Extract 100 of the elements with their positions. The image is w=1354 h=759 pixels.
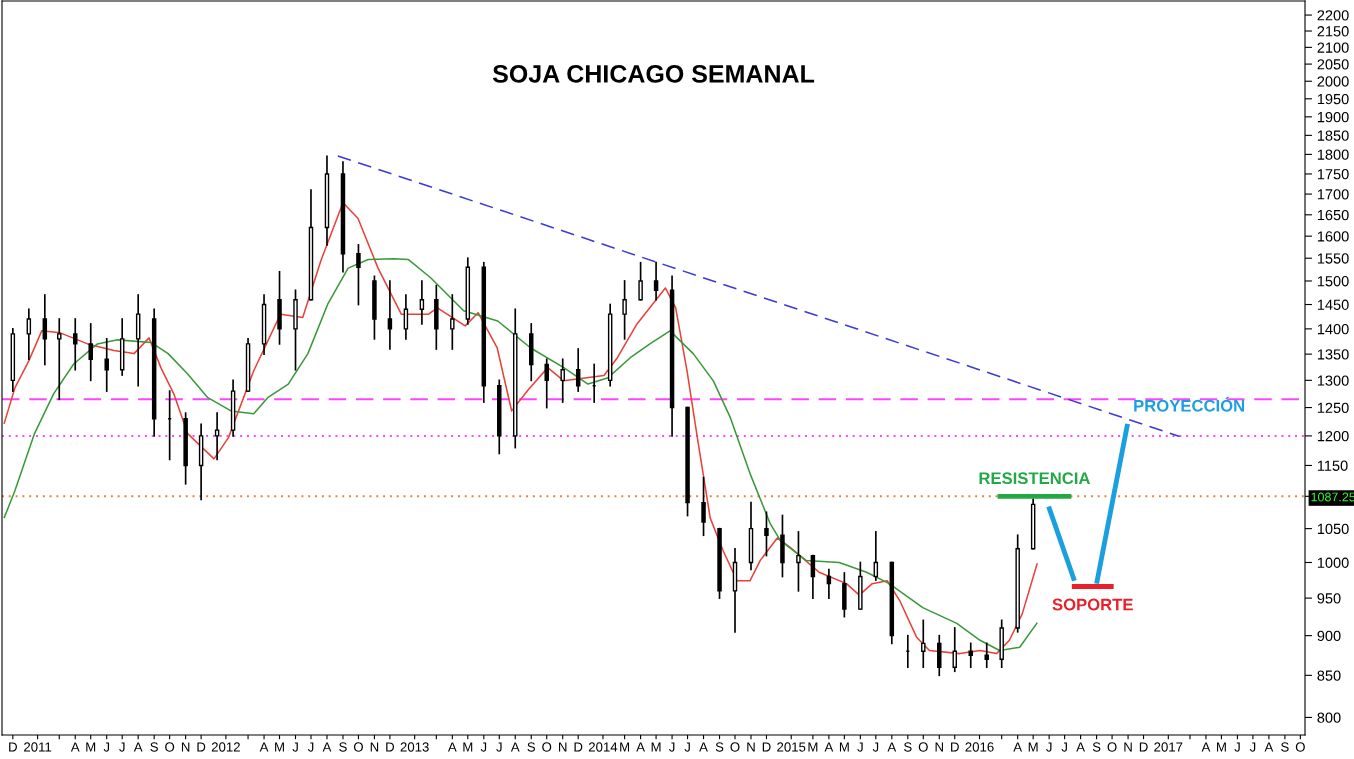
- x-tick-label: J: [1046, 742, 1052, 752]
- x-tick-label: N: [747, 742, 755, 752]
- y-tick-label: 1150: [1317, 460, 1348, 471]
- x-tick-label: O: [353, 742, 363, 752]
- x-tick-label: J: [1061, 742, 1067, 752]
- candlestick: [873, 531, 879, 581]
- x-tick-label: D: [386, 742, 395, 752]
- text: SOJA CHICAGO SEMANAL: [492, 65, 815, 83]
- x-tick-label: M: [86, 742, 96, 752]
- x-tick-label: D: [951, 742, 959, 752]
- x-tick-label: D: [197, 742, 206, 752]
- candlestick: [104, 338, 109, 392]
- x-tick-label: J: [668, 742, 675, 752]
- x-tick-label: A: [1264, 742, 1274, 752]
- candlestick: [638, 261, 643, 301]
- candlestick: [42, 294, 48, 366]
- x-tick-label: M: [1028, 742, 1038, 752]
- x-tick-label: M: [651, 742, 661, 752]
- y-tick-label: 1550: [1317, 253, 1349, 264]
- x-tick-label: M: [275, 742, 284, 752]
- y-tick-label: 1800: [1317, 149, 1349, 160]
- x-tick-label: J: [684, 742, 690, 752]
- y-tick-label: 2200: [1317, 10, 1349, 21]
- candlestick: [560, 358, 565, 403]
- x-tick-label: A: [70, 742, 80, 752]
- y-tick-label: 1300: [1317, 375, 1349, 386]
- candlestick: [968, 642, 973, 669]
- y-tick-label: 1850: [1317, 130, 1349, 141]
- x-tick-label: O: [165, 742, 175, 752]
- x-tick-label: M: [839, 742, 849, 752]
- x-tick-label: D: [574, 742, 583, 752]
- x-tick-label: S: [715, 742, 724, 752]
- candlestick: [387, 280, 393, 350]
- x-tick-label: M: [1217, 742, 1226, 752]
- x-tick-label: D: [762, 742, 771, 752]
- x-tick-label: J: [496, 742, 502, 752]
- x-tick-label: J: [119, 742, 125, 752]
- x-tick-label: D: [1139, 742, 1148, 752]
- x-tick-label: A: [699, 742, 708, 752]
- x-tick-label: O: [918, 742, 928, 752]
- y-tick-label: 1600: [1317, 231, 1349, 242]
- x-tick-label: J: [480, 742, 487, 752]
- y-tick-label: 1700: [1317, 189, 1349, 200]
- x-tick-label: J: [307, 742, 314, 752]
- x-tick-label: 2016: [965, 742, 994, 752]
- candlestick: [403, 294, 409, 340]
- x-tick-label: 2015: [777, 742, 806, 752]
- x-tick-label: A: [1013, 742, 1023, 752]
- y-tick-label: 1450: [1317, 299, 1349, 310]
- x-tick-label: J: [857, 742, 863, 752]
- y-tick-label: 2150: [1317, 26, 1349, 37]
- x-tick-label: M: [620, 742, 630, 752]
- x-tick-label: A: [636, 742, 645, 752]
- x-tick-label: A: [259, 742, 269, 752]
- series-label: PROYECCIÓN: [1134, 396, 1245, 412]
- x-tick-label: J: [1249, 742, 1256, 752]
- y-tick-label: 1250: [1317, 402, 1349, 413]
- x-tick-label: S: [527, 742, 536, 752]
- x-tick-label: A: [1201, 742, 1211, 752]
- candlestick: [57, 318, 62, 401]
- x-tick-label: O: [542, 742, 552, 752]
- candlestick: [622, 280, 627, 340]
- y-tick-label: 1650: [1317, 209, 1349, 221]
- candlestick: [214, 412, 220, 461]
- x-tick-label: O: [730, 742, 740, 752]
- x-tick-label: D: [9, 742, 17, 752]
- candlestick: [73, 318, 78, 371]
- y-tick-label: 2000: [1317, 76, 1349, 87]
- candlestick: [984, 642, 989, 669]
- y-tick-label: 1900: [1317, 111, 1349, 123]
- x-tick-label: A: [510, 742, 520, 752]
- x-tick-label: S: [150, 742, 158, 752]
- y-tick-label: 900: [1317, 630, 1341, 642]
- y-tick-label: 2050: [1317, 59, 1349, 70]
- candlestick: [764, 511, 769, 557]
- x-tick-label: 2013: [400, 742, 429, 752]
- x-tick-label: J: [292, 742, 298, 752]
- x-tick-label: A: [887, 742, 897, 752]
- candlestick: [356, 244, 361, 306]
- x-tick-label: N: [181, 742, 190, 752]
- candlestick: [88, 323, 93, 382]
- x-tick-label: N: [370, 742, 379, 752]
- y-tick-label: 1200: [1317, 431, 1349, 442]
- candlestick: [450, 294, 455, 350]
- y-tick-label: 2100: [1317, 42, 1349, 53]
- x-tick-label: J: [103, 742, 110, 752]
- y-tick-label: 950: [1317, 593, 1341, 604]
- x-tick-label: J: [1234, 742, 1240, 752]
- series-label: SOPORTE: [1052, 598, 1133, 611]
- x-tick-label: S: [904, 742, 912, 752]
- x-tick-label: A: [447, 742, 457, 752]
- x-tick-label: M: [463, 742, 473, 752]
- x-tick-label: M: [808, 742, 818, 752]
- x-tick-label: J: [872, 742, 879, 752]
- x-tick-label: 2014: [588, 742, 618, 752]
- x-tick-label: N: [1124, 742, 1132, 752]
- y-tick-label: 1750: [1317, 169, 1349, 180]
- candlestick: [544, 358, 549, 409]
- y-tick-label: 1050: [1317, 523, 1349, 535]
- y-tick-label: 1950: [1317, 93, 1349, 105]
